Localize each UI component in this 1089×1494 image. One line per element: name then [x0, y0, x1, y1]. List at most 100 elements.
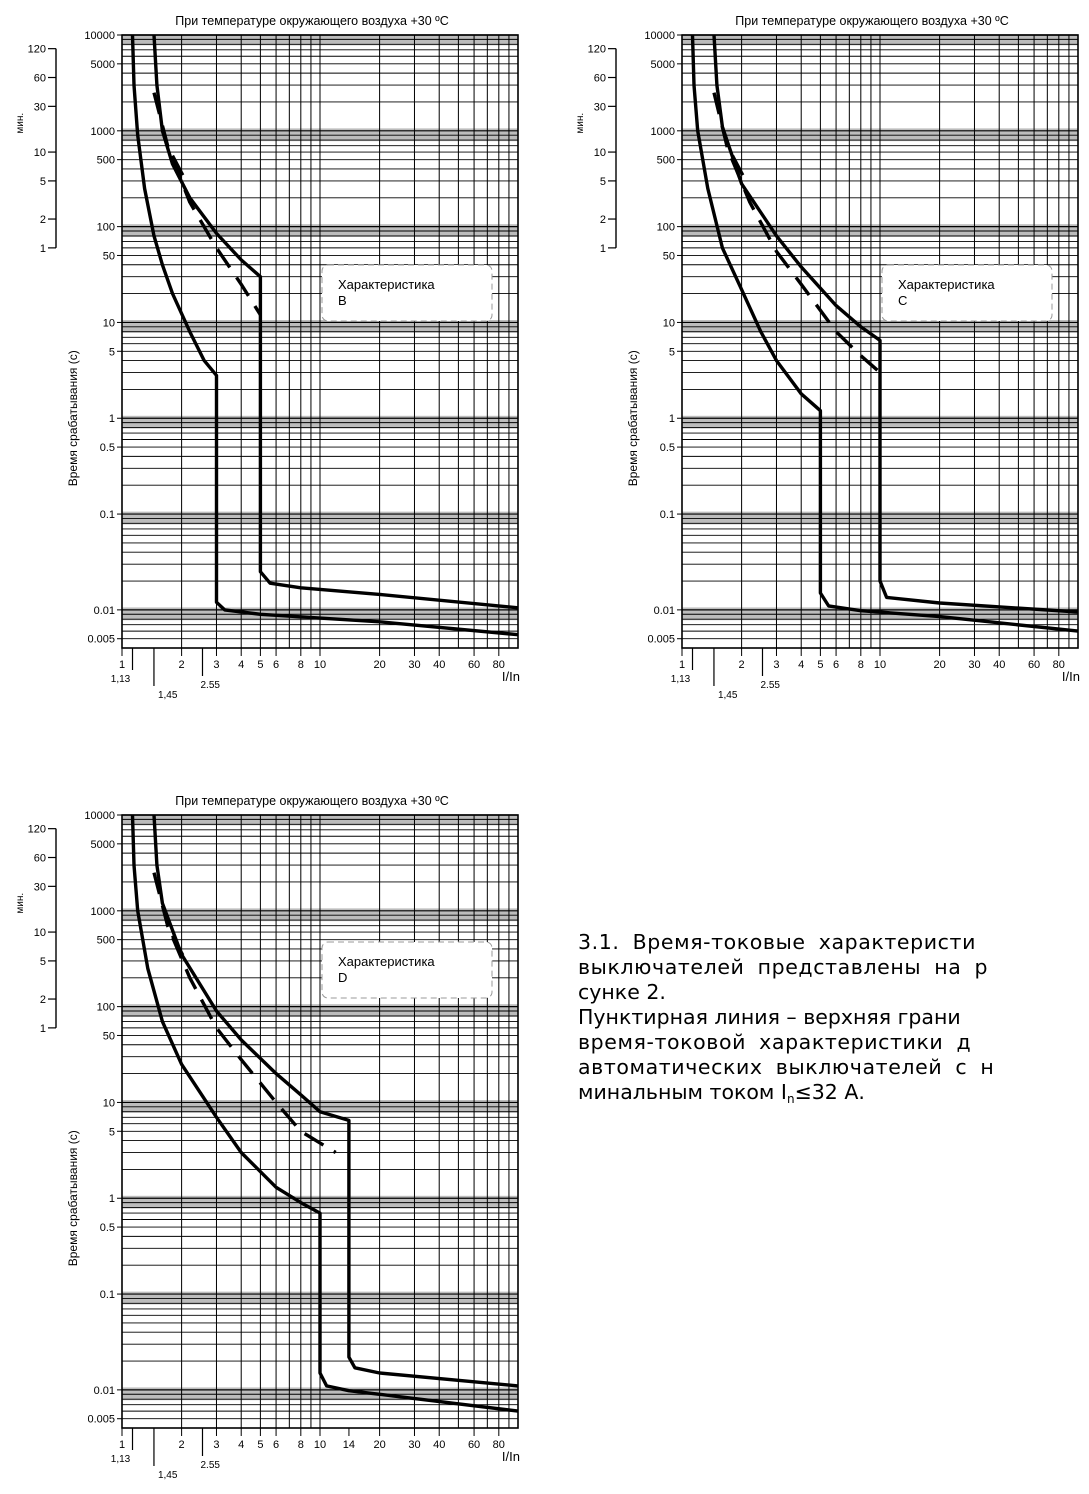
minutes-tick-label: 10 [594, 147, 606, 159]
text-line-7: минальным током In≤32 А. [578, 1080, 1089, 1112]
x-extra-tick-label: 1,45 [718, 690, 738, 701]
y-tick-label: 0.01 [94, 1385, 115, 1397]
chart-characteristic-d: При температуре окружающего воздуха +30 … [15, 794, 520, 1481]
text-line-7-main: минальным током I [578, 1080, 787, 1104]
x-tick-label: 40 [433, 1439, 445, 1451]
x-tick-label: 3 [213, 659, 219, 671]
text-line-3: сунке 2. [578, 980, 666, 1004]
y-tick-label: 5 [669, 346, 675, 358]
minutes-tick-label: 10 [34, 927, 46, 939]
text-line-7-sub: n [786, 1092, 795, 1106]
minutes-axis-label: мин. [575, 113, 586, 134]
minutes-tick-label: 5 [600, 176, 606, 188]
y-tick-label: 1000 [91, 906, 115, 918]
x-tick-label: 80 [493, 1439, 505, 1451]
text-line-7-tail: ≤32 А. [794, 1080, 865, 1104]
y-tick-label: 0.01 [94, 605, 115, 617]
x-tick-label: 14 [343, 1439, 355, 1451]
x-tick-label: 2 [179, 1439, 185, 1451]
curve-dashed [170, 934, 188, 962]
x-tick-label: 80 [1053, 659, 1065, 671]
chart-characteristic-b: При температуре окружающего воздуха +30 … [15, 14, 520, 701]
x-tick-label: 5 [257, 659, 263, 671]
x-tick-label: 4 [798, 659, 804, 671]
chart-characteristic-c: При температуре окружающего воздуха +30 … [575, 14, 1080, 701]
curve-dashed [730, 154, 748, 182]
minutes-tick-label: 120 [28, 824, 46, 836]
y-tick-label: 10 [103, 1097, 115, 1109]
x-tick-label: 30 [968, 659, 980, 671]
y-tick-label: 0.01 [654, 605, 675, 617]
y-tick-label: 1000 [91, 126, 115, 138]
x-tick-label: 2 [739, 659, 745, 671]
y-tick-label: 0.5 [660, 442, 675, 454]
x-tick-label: 30 [408, 659, 420, 671]
y-tick-label: 1 [669, 413, 675, 425]
minutes-tick-label: 5 [40, 956, 46, 968]
y-tick-label: 5 [109, 1126, 115, 1138]
x-tick-label: 3 [213, 1439, 219, 1451]
x-tick-label: 6 [273, 1439, 279, 1451]
annotation-label: Характеристика [338, 954, 435, 969]
x-tick-label: 1 [679, 659, 685, 671]
x-tick-label: 60 [468, 659, 480, 671]
curve-dashed [170, 154, 188, 182]
curve-solid [130, 814, 519, 1413]
x-tick-label: 8 [858, 659, 864, 671]
y-tick-label: 0.005 [87, 1414, 115, 1426]
text-line-2: выключателей представлены на р [578, 955, 989, 979]
y-tick-label: 500 [97, 155, 115, 167]
x-extra-tick-label: 2.55 [760, 680, 780, 691]
annotation-box [881, 264, 1053, 322]
text-line-4: Пунктирная линия – верхняя грани [578, 1005, 961, 1029]
x-axis-label: I/In [1062, 669, 1080, 684]
x-extra-tick-label: 1,45 [158, 1470, 178, 1481]
minutes-tick-label: 30 [594, 101, 606, 113]
minutes-tick-label: 60 [594, 73, 606, 85]
y-tick-label: 100 [657, 222, 675, 234]
x-extra-tick-label: 1,45 [158, 690, 178, 701]
y-tick-label: 500 [657, 155, 675, 167]
y-axis-label: Время срабатывания (с) [626, 350, 640, 486]
y-tick-label: 100 [97, 222, 115, 234]
y-tick-label: 10 [663, 317, 675, 329]
description-text: 3.1. Время-токовые характеристи выключат… [578, 930, 1089, 1112]
minutes-tick-label: 2 [600, 214, 606, 226]
x-extra-tick-label: 1,13 [111, 674, 131, 685]
y-tick-label: 100 [97, 1002, 115, 1014]
x-tick-label: 20 [373, 659, 385, 671]
curve-solid [130, 34, 519, 637]
text-line-6: автоматических выключателей с н [578, 1055, 995, 1079]
minutes-tick-label: 10 [34, 147, 46, 159]
y-tick-label: 0.1 [660, 509, 675, 521]
minutes-tick-label: 60 [34, 853, 46, 865]
text-line-1: 3.1. Время-токовые характеристи [578, 930, 976, 954]
y-tick-label: 0.5 [100, 1222, 115, 1234]
x-extra-tick-label: 2.55 [200, 1460, 220, 1471]
x-tick-label: 2 [179, 659, 185, 671]
x-tick-label: 20 [933, 659, 945, 671]
x-tick-label: 8 [298, 1439, 304, 1451]
y-tick-label: 5 [109, 346, 115, 358]
y-tick-label: 10000 [644, 30, 675, 42]
annotation-box [321, 941, 493, 999]
x-extra-tick-label: 2.55 [200, 680, 220, 691]
x-tick-label: 10 [314, 1439, 326, 1451]
y-tick-label: 50 [103, 250, 115, 262]
minutes-tick-label: 120 [28, 44, 46, 56]
x-tick-label: 1 [119, 1439, 125, 1451]
x-tick-label: 10 [314, 659, 326, 671]
x-tick-label: 30 [408, 1439, 420, 1451]
y-tick-label: 5000 [91, 839, 115, 851]
curve-dashed [152, 872, 337, 1154]
y-tick-label: 0.1 [100, 1289, 115, 1301]
y-tick-label: 0.005 [87, 634, 115, 646]
y-tick-label: 10000 [84, 810, 115, 822]
annotation-letter: B [338, 293, 347, 308]
y-tick-label: 5000 [91, 59, 115, 71]
minutes-tick-label: 1 [600, 243, 606, 255]
y-tick-label: 1000 [651, 126, 675, 138]
x-tick-label: 5 [817, 659, 823, 671]
x-tick-label: 60 [1028, 659, 1040, 671]
x-tick-label: 6 [273, 659, 279, 671]
